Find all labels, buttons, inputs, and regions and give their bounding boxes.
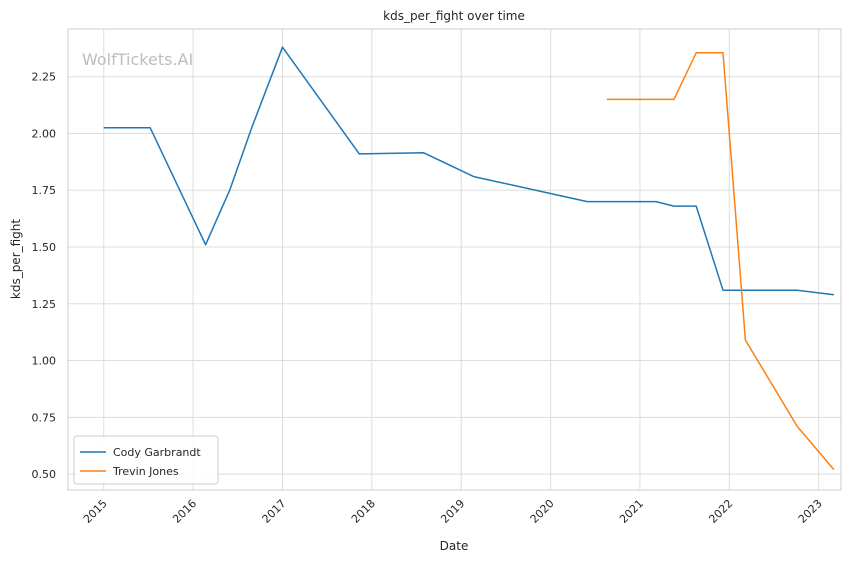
y-tick-label: 2.25: [32, 71, 57, 84]
x-tick-label: 2018: [349, 497, 378, 526]
x-tick-label: 2021: [617, 497, 646, 526]
x-axis-title: Date: [440, 539, 469, 553]
x-tick-label: 2016: [170, 497, 199, 526]
chart-title: kds_per_fight over time: [383, 9, 525, 23]
legend: Cody Garbrandt Trevin Jones: [73, 435, 219, 485]
legend-label-trevin-jones: Trevin Jones: [112, 465, 179, 478]
x-tick-label: 2023: [796, 497, 825, 526]
plot-area-border: [67, 28, 842, 491]
grid-lines: [68, 29, 841, 490]
x-tick-label: 2015: [81, 497, 110, 526]
x-tick-label: 2020: [528, 497, 557, 526]
y-tick-label: 1.25: [32, 298, 57, 311]
y-tick-label: 0.75: [32, 411, 57, 424]
y-tick-label: 0.50: [32, 468, 57, 481]
legend-label-cody-garbrandt: Cody Garbrandt: [113, 446, 201, 459]
x-tick-label: 2017: [260, 497, 289, 526]
series-line-trevin-jones: [606, 52, 835, 471]
y-axis-ticks: 0.50 0.75 1.00 1.25 1.50 1.75 2.00 2.25: [32, 71, 57, 481]
x-axis-ticks: 2015 2016 2017 2018 2019 2020 2021 2022 2023: [81, 497, 825, 526]
y-tick-label: 1.50: [32, 241, 57, 254]
watermark-text: WolfTickets.AI: [82, 50, 193, 69]
x-tick-label: 2022: [706, 497, 735, 526]
y-tick-label: 2.00: [32, 127, 57, 140]
legend-box: [73, 435, 219, 485]
y-tick-label: 1.75: [32, 184, 57, 197]
x-tick-label: 2019: [438, 497, 467, 526]
y-tick-label: 1.00: [32, 355, 57, 368]
series-lines: [103, 46, 835, 471]
y-axis-title: kds_per_fight: [9, 219, 23, 300]
series-line-cody-garbrandt: [103, 46, 834, 296]
